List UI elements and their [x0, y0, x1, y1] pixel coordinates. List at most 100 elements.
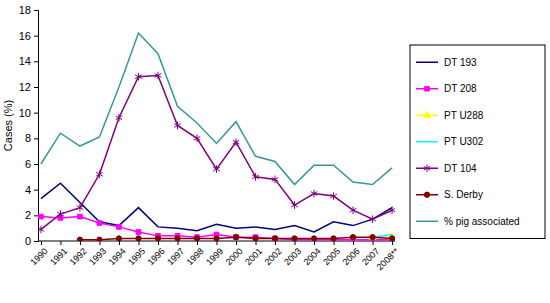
series-marker — [135, 73, 142, 81]
y-axis-line — [34, 11, 39, 242]
legend-swatch — [416, 221, 438, 223]
y-tick: 0 — [25, 235, 38, 247]
x-tick-label: 1990 — [28, 246, 49, 267]
x-tick-mark — [60, 241, 61, 245]
y-tick: 4 — [25, 184, 38, 196]
legend-entry: S. Derby — [416, 189, 483, 200]
x-tick-mark — [197, 241, 198, 245]
series-marker — [38, 226, 44, 234]
series-marker — [291, 201, 298, 209]
series-marker — [213, 165, 220, 173]
x-tick-label: 1994 — [106, 246, 127, 267]
x-tick-label: 1993 — [87, 246, 108, 267]
x-tick-mark — [236, 241, 237, 245]
y-tick-mark — [34, 61, 38, 62]
series-marker — [233, 235, 238, 240]
series-marker — [155, 236, 160, 241]
legend-marker — [425, 86, 430, 91]
y-tick-mark — [34, 87, 38, 88]
series-marker — [350, 235, 355, 240]
legend-label: S. Derby — [444, 189, 483, 200]
y-tick-mark — [34, 215, 38, 216]
series-marker — [77, 204, 84, 212]
x-tick: 1994 — [106, 241, 127, 267]
x-tick-label: 2000 — [224, 246, 245, 267]
series-marker — [77, 237, 82, 241]
series-marker — [253, 236, 258, 241]
y-tick-label: 4 — [25, 184, 31, 196]
x-tick-label: 2005 — [321, 246, 342, 267]
series-marker — [96, 170, 103, 178]
y-tick-mark — [34, 36, 38, 37]
legend-box — [410, 45, 545, 239]
x-tick-label: 1992 — [67, 246, 88, 267]
series-marker — [330, 192, 337, 200]
y-tick-label: 16 — [19, 30, 31, 42]
series-marker — [252, 173, 259, 181]
x-tick-label: 1997 — [165, 246, 186, 267]
y-tick-label: 12 — [19, 81, 31, 93]
series-marker — [292, 236, 297, 241]
x-tick-mark — [373, 241, 374, 245]
y-tick-mark — [34, 164, 38, 165]
x-tick: 1992 — [67, 241, 88, 267]
series-marker — [155, 72, 162, 80]
x-tick-mark — [177, 241, 178, 245]
x-tick: 2002 — [263, 241, 284, 267]
x-tick-mark — [295, 241, 296, 245]
x-tick: 1995 — [126, 241, 147, 267]
y-tick-label: 8 — [25, 132, 31, 144]
y-tick-mark — [34, 113, 38, 114]
x-tick-label: 2002 — [263, 246, 284, 267]
series-marker — [272, 236, 277, 241]
legend-swatch — [416, 141, 438, 143]
x-tick: 1997 — [165, 241, 186, 267]
x-tick-mark — [119, 241, 120, 245]
series-marker — [174, 122, 181, 130]
x-tick-label: 1995 — [126, 246, 147, 267]
x-tick: 2005 — [321, 241, 342, 267]
legend-entry: DT 208 — [416, 83, 477, 94]
legend-label: PT U288 — [444, 110, 484, 121]
legend-marker — [424, 164, 431, 172]
series-marker — [389, 236, 394, 241]
legend-entry: PT U302 — [416, 136, 484, 147]
series-group — [38, 33, 395, 241]
x-axis: 1990199119921993199419951996199719981999… — [28, 241, 401, 272]
y-tick: 16 — [19, 30, 38, 42]
y-tick-label: 14 — [19, 55, 31, 67]
x-tick: 1993 — [87, 241, 108, 267]
series-marker — [273, 236, 278, 241]
series-marker — [234, 235, 239, 240]
x-tick-label: 2003 — [282, 246, 303, 267]
y-tick-mark — [34, 138, 38, 139]
y-tick: 8 — [25, 132, 38, 144]
x-tick-label: 2001 — [243, 246, 264, 267]
y-tick-label: 10 — [19, 107, 31, 119]
plot: 0246810121416181990199119921993199419951… — [19, 4, 401, 272]
series-marker — [214, 236, 219, 241]
legend-label: DT 104 — [444, 163, 477, 174]
legend-entry: DT 104 — [416, 163, 477, 174]
legend-entry: PT U288 — [416, 110, 484, 121]
x-tick-label: 2008** — [375, 246, 402, 273]
y-axis: 024681012141618 — [19, 4, 39, 247]
x-tick: 1999 — [204, 241, 225, 267]
x-tick: 1990 — [28, 241, 49, 267]
legend-marker — [423, 111, 430, 117]
x-tick-mark — [275, 241, 276, 245]
x-tick-mark — [138, 241, 139, 245]
x-tick: 1991 — [48, 241, 69, 267]
series-marker — [78, 214, 83, 219]
x-tick-mark — [314, 241, 315, 245]
series-marker — [136, 236, 141, 241]
x-tick: 2001 — [243, 241, 264, 267]
series-marker — [389, 206, 395, 214]
series-marker — [331, 236, 336, 241]
series-line — [41, 75, 392, 229]
x-tick: 2006 — [341, 241, 362, 267]
series-line — [41, 33, 392, 184]
legend-label: PT U302 — [444, 136, 484, 147]
x-tick-label: 1991 — [48, 246, 69, 267]
series-marker — [194, 135, 201, 143]
